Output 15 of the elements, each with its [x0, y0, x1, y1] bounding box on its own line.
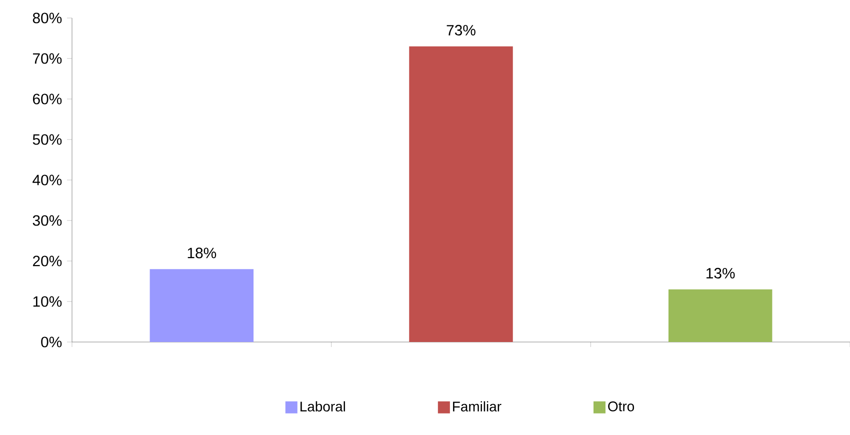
data-label: 18%	[188, 248, 216, 258]
y-tick-label: 40%	[32, 174, 62, 186]
data-label: 13%	[706, 268, 735, 278]
legend-label: Laboral	[300, 401, 345, 412]
legend-label: Familiar	[453, 401, 502, 412]
y-tick-label: 60%	[33, 94, 62, 104]
y-tick-label: 80%	[32, 12, 62, 24]
data-label: 73%	[446, 24, 476, 36]
y-tick-label: 30%	[32, 215, 62, 226]
y-tick-label: 50%	[32, 134, 62, 145]
y-tick-label: 0%	[41, 336, 62, 348]
y-tick-label: 20%	[32, 256, 62, 266]
y-tick-label: 10%	[33, 296, 62, 307]
legend-label: Otro	[608, 401, 634, 412]
y-tick-label: 70%	[33, 53, 62, 64]
